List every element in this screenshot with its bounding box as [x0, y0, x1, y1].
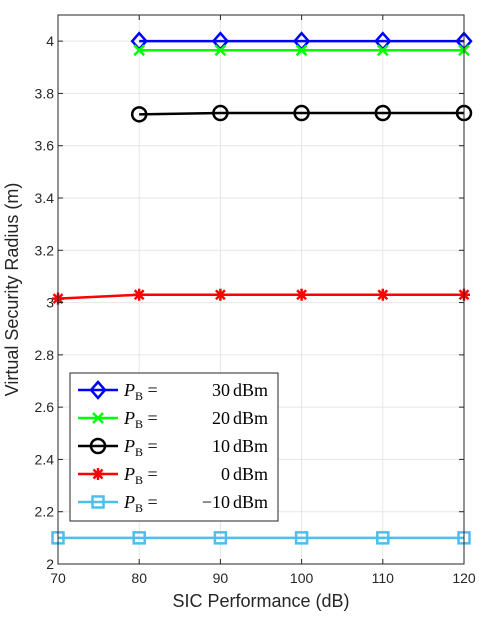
- legend-subscript: B: [135, 501, 143, 515]
- x-tick-label: 80: [131, 570, 147, 586]
- data-point-asterisk: [214, 288, 227, 301]
- data-point-square: [213, 531, 228, 545]
- y-tick-label: 2: [46, 556, 54, 572]
- y-tick-label: 4: [46, 33, 54, 49]
- x-tick-label: 100: [290, 570, 314, 586]
- data-point-asterisk: [295, 288, 308, 301]
- legend-subscript: B: [135, 445, 143, 459]
- legend-subscript: B: [135, 417, 143, 431]
- y-tick-label: 2.4: [35, 451, 55, 467]
- legend-label: PB =: [123, 436, 158, 459]
- series-line: [139, 111, 464, 116]
- axis-ticks: 70 80 90 100 110 12022.22.42.62.833.23.43.63.…: [35, 15, 476, 586]
- data-point-square: [132, 531, 146, 545]
- y-tick-label: 3.4: [35, 190, 55, 206]
- legend-unit: dBm: [233, 464, 268, 484]
- legend-label: PB =: [123, 380, 158, 403]
- data-point-x: [214, 44, 227, 57]
- legend-label: PB =: [123, 464, 158, 487]
- y-tick-label: 3.2: [35, 242, 55, 258]
- data-point-square: [376, 531, 390, 545]
- data-point-circle: [374, 104, 392, 122]
- data-point-asterisk: [133, 288, 146, 301]
- data-point-asterisk: [376, 288, 389, 301]
- legend-label: PB =: [123, 408, 158, 431]
- legend-power: 30: [212, 380, 230, 400]
- legend-item: PB = 30 dBm: [78, 380, 268, 403]
- legend-unit: dBm: [233, 436, 268, 456]
- legend-symbol: P: [123, 492, 135, 512]
- legend-subscript: B: [135, 473, 143, 487]
- data-point-circle: [212, 104, 229, 122]
- series-4: [51, 531, 471, 545]
- y-tick-label: 2.8: [35, 347, 55, 363]
- legend-item: PB = 20 dBm: [78, 408, 268, 431]
- legend-equals: =: [143, 464, 158, 484]
- legend-power: 10: [212, 436, 230, 456]
- y-tick-label: 2.2: [35, 504, 55, 520]
- x-axis-label: SIC Performance (dB): [172, 591, 349, 611]
- legend-item: PB = −10 dBm: [78, 492, 268, 515]
- data-point-x: [376, 44, 389, 57]
- data-point-circle: [130, 106, 148, 123]
- legend-power: −10: [202, 492, 230, 512]
- data-point-x: [92, 412, 104, 424]
- legend-item: PB = 10 dBm: [78, 436, 268, 459]
- legend-symbol: P: [123, 408, 135, 428]
- data-point-asterisk: [92, 468, 104, 480]
- legend-unit: dBm: [233, 492, 268, 512]
- x-tick-label: 120: [452, 570, 476, 586]
- data-point-circle: [293, 104, 310, 122]
- data-point-square: [91, 495, 105, 509]
- legend-symbol: P: [123, 436, 135, 456]
- x-tick-label: 70: [50, 570, 66, 586]
- data-point-circle: [89, 437, 107, 455]
- legend-item: PB = 0 dBm: [78, 464, 268, 487]
- series-layer: [51, 31, 473, 545]
- legend-equals: =: [143, 380, 158, 400]
- y-tick-label: 3.8: [35, 85, 55, 101]
- legend-unit: dBm: [233, 380, 268, 400]
- y-axis-label: Virtual Security Radius (m): [2, 183, 22, 397]
- axes-box: [57, 14, 465, 565]
- data-point-x: [133, 44, 146, 57]
- legend-subscript: B: [135, 389, 143, 403]
- legend-unit: dBm: [233, 408, 268, 428]
- legend-power: 20: [212, 408, 230, 428]
- legend-power: 0: [221, 464, 230, 484]
- legend-symbol: P: [123, 464, 135, 484]
- series-line: [57, 293, 464, 300]
- legend-equals: =: [143, 408, 158, 428]
- data-point-square: [294, 531, 309, 545]
- x-tick-label: 110: [372, 570, 395, 586]
- legend-symbol: P: [123, 380, 135, 400]
- legend-label: PB =: [123, 492, 158, 515]
- y-tick-label: 3: [46, 295, 54, 311]
- y-tick-label: 2.6: [35, 399, 55, 415]
- data-point-diamond: [89, 380, 107, 400]
- legend-equals: =: [143, 436, 158, 456]
- data-point-x: [295, 44, 308, 57]
- x-tick-label: 90: [213, 570, 229, 586]
- legend-equals: =: [143, 492, 158, 512]
- y-tick-label: 3.6: [35, 138, 55, 154]
